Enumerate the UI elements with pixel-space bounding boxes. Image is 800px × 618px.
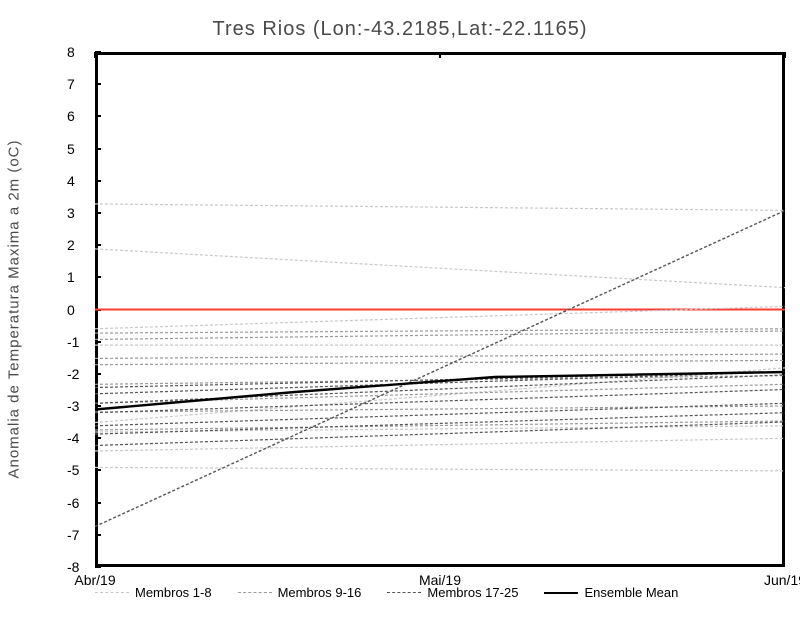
ytick-neg5: -5 [67,462,79,478]
legend-label-membros17-25: Membros 17-25 [427,585,518,600]
legend-label-membros1-8: Membros 1-8 [135,585,212,600]
ytick-neg6: -6 [67,495,79,511]
series-membros1-8-m8 [95,467,785,471]
series-membros1-8-m2 [95,249,785,288]
ytick-4: 4 [67,173,75,189]
legend-swatch-ensemble-mean [544,592,578,594]
ytick-2: 2 [67,237,75,253]
series-membros9-16-m11 [95,354,785,358]
ytick-8: 8 [67,44,75,60]
ytick-neg4: -4 [67,430,79,446]
ytick-0: 0 [67,302,75,318]
series-membros17-25-m24 [95,211,785,527]
series-membros17-25-m18 [95,372,785,394]
legend-item-membros17-25: Membros 17-25 [387,585,518,600]
ytick-3: 3 [67,205,75,221]
chart-title: Tres Rios (Lon:-43.2185,Lat:-22.1165) [0,18,800,41]
legend-swatch-membros1-8 [95,592,129,593]
plot-area: 8 7 6 5 4 3 2 1 0 -1 -2 -3 -4 - [95,52,785,567]
ytick-neg7: -7 [67,527,79,543]
ytick-5: 5 [67,141,75,157]
legend-item-membros1-8: Membros 1-8 [95,585,212,600]
ytick-7: 7 [67,76,75,92]
series-membros9-16-m12 [95,360,785,364]
legend-item-ensemble-mean: Ensemble Mean [544,585,678,600]
ytick-6: 6 [67,108,75,124]
ytick-neg1: -1 [67,334,79,350]
legend-label-membros9-16: Membros 9-16 [278,585,362,600]
legend-swatch-membros9-16 [238,592,272,593]
y-axis-label: Anomalia de Temperatura Maxima a 2m (oC) [6,49,23,569]
series-membros1-8-m1 [95,204,785,211]
series-membros9-16-m10 [95,331,785,339]
ytick-neg3: -3 [67,398,79,414]
legend-label-ensemble-mean: Ensemble Mean [584,585,678,600]
legend-swatch-membros17-25 [387,592,421,593]
chart-legend: Membros 1-8 Membros 9-16 Membros 17-25 E… [95,585,785,600]
ensemble-lines-svg [95,52,785,567]
ytick-neg2: -2 [67,366,79,382]
series-ensemble-mean [95,372,785,410]
chart-container: Tres Rios (Lon:-43.2185,Lat:-22.1165) An… [0,0,800,618]
series-membros1-8-m7 [95,438,785,451]
series-membros17-25-m22 [95,413,785,434]
ytick-1: 1 [67,269,75,285]
series-membros1-8-m6 [95,426,785,432]
legend-item-membros9-16: Membros 9-16 [238,585,362,600]
